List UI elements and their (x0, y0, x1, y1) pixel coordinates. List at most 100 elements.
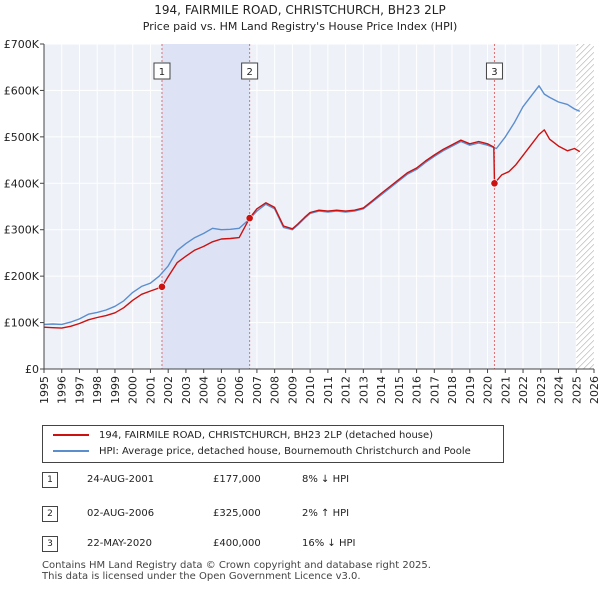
hatch-line (576, 88, 594, 107)
hatch-line (576, 196, 594, 215)
x-tick-label: 2007 (251, 376, 264, 404)
footer-licence: This data is licensed under the Open Gov… (42, 571, 361, 582)
hatch-line (576, 124, 594, 143)
hatch-line (576, 250, 594, 269)
hatch-line (576, 304, 594, 323)
x-tick-label: 2001 (144, 376, 157, 404)
hatch-line (576, 340, 594, 359)
hatch-line (576, 226, 594, 245)
x-tick-label: 2019 (464, 376, 477, 404)
y-tick-label: £100K (4, 317, 40, 330)
footer: Contains HM Land Registry data © Crown c… (42, 560, 431, 582)
x-tick-label: 2004 (198, 376, 211, 404)
hatch-line (576, 4, 594, 22)
hatch-line (576, 70, 594, 89)
sale-price: £400,000 (213, 538, 261, 549)
property-price-line (43, 129, 581, 329)
x-tick-label: 2003 (180, 376, 193, 404)
y-tick-label: £500K (4, 131, 40, 144)
forecast-region (576, 44, 594, 369)
hatch-line (582, 358, 594, 369)
sale-number-box (153, 62, 171, 80)
hatch-line (576, 142, 594, 161)
hatch-line (576, 214, 594, 233)
hatch-line (576, 268, 594, 287)
x-tick-label: 2008 (269, 376, 282, 404)
hatch-line (576, 352, 594, 369)
x-tick-label: 2011 (322, 376, 335, 404)
x-axis-ticks: 1995 1996 1997 1998 1999 2000 2001 2002 2003 2004… (38, 368, 600, 404)
hatch-line (576, 292, 594, 311)
y-axis-ticks: £0 £100K £200K £300K £400K £500K £600K £700K (4, 38, 45, 376)
hatch-line (576, 16, 594, 34)
x-tick-label: 2022 (517, 376, 530, 404)
hatch-line (576, 208, 594, 227)
hpi-line (43, 85, 581, 326)
hatch-line (576, 316, 594, 335)
legend-hpi-swatch (53, 450, 89, 452)
y-tick-label: £700K (4, 38, 40, 51)
x-tick-label: 2021 (499, 376, 512, 404)
hatch-line (576, 322, 594, 341)
hatch-line (576, 154, 594, 173)
hatch-line (576, 52, 594, 71)
hatch-line (576, 172, 594, 191)
y-tick-label: £200K (4, 270, 40, 283)
x-tick-label: 2025 (570, 376, 583, 404)
hatch-line (576, 10, 594, 28)
x-tick-label: 2016 (411, 376, 424, 404)
y-tick-label: £0 (25, 363, 39, 376)
sale-number: 3 (42, 536, 58, 552)
sale-date: 02-AUG-2006 (87, 508, 155, 519)
hatch-line (576, 202, 594, 221)
sale-number-box (241, 62, 259, 80)
hatch-line (576, 22, 594, 40)
hatch-line (576, 346, 594, 365)
hatch-line (576, 44, 585, 53)
x-tick-label: 1995 (38, 376, 51, 404)
hatch-line (576, 58, 594, 77)
sale-span-shade (161, 44, 250, 369)
footer-copyright: Contains HM Land Registry data © Crown c… (42, 560, 431, 571)
x-tick-label: 2010 (304, 376, 317, 404)
sale-hpi: 8% ↓ HPI (302, 474, 350, 485)
hatch-line (576, 46, 594, 65)
hatch-line (576, 274, 594, 293)
x-tick-label: 2020 (482, 376, 495, 404)
x-tick-label: 2014 (375, 376, 388, 404)
sale-date: 24-AUG-2001 (87, 474, 155, 485)
x-tick-label: 1998 (91, 376, 104, 404)
sale-date: 22-MAY-2020 (87, 538, 153, 549)
hatch-line (576, 412, 594, 420)
y-tick-label: £300K (4, 224, 40, 237)
hatch-line (588, 364, 594, 369)
hatch-line (576, 94, 594, 113)
x-tick-label: 2013 (357, 376, 370, 404)
hatch-line (576, 44, 591, 59)
x-tick-label: 2024 (553, 376, 566, 404)
hatch-line (576, 100, 594, 119)
plot-background (44, 44, 594, 369)
hatch-line (576, 178, 594, 197)
forecast-hatching (576, 4, 594, 420)
legend-property-label: 194, FAIRMILE ROAD, CHRISTCHURCH, BH23 2… (99, 430, 434, 441)
legend-hpi-label: HPI: Average price, detached house, Bour… (99, 446, 471, 457)
y-tick-label: £600K (4, 84, 40, 97)
hatch-line (576, 64, 594, 83)
hatch-line (576, 44, 579, 47)
x-tick-label: 2002 (162, 376, 175, 404)
hatch-line (576, 106, 594, 125)
sale-points (158, 179, 499, 291)
sale-number: 2 (42, 506, 58, 522)
x-tick-label: 1999 (109, 376, 122, 404)
hatch-line (576, 262, 594, 281)
sale-number-boxes: 1 2 3 (153, 62, 503, 80)
hatch-line (576, 82, 594, 101)
sale-price: £177,000 (213, 474, 261, 485)
hatch-line (576, 238, 594, 257)
sale-point (158, 282, 166, 291)
legend: 194, FAIRMILE ROAD, CHRISTCHURCH, BH23 2… (42, 425, 504, 463)
series-lines (43, 85, 581, 329)
hatch-line (576, 232, 594, 251)
hatch-line (576, 76, 594, 95)
